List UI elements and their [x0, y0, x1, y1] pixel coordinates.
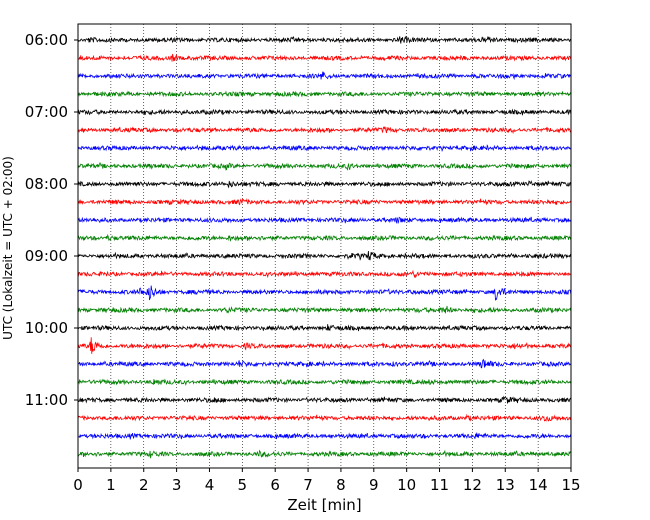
- trace-0845: [77, 233, 572, 242]
- x-tick-label: 2: [139, 476, 149, 494]
- trace-1000: [77, 324, 572, 332]
- trace-0645: [77, 90, 571, 98]
- trace-1015: [77, 337, 572, 354]
- y-tick-label: 10:00: [25, 319, 68, 337]
- trace-0900: [77, 250, 572, 261]
- trace-1145: [77, 449, 572, 459]
- vertical-grid: [110, 24, 539, 468]
- x-tick-label: 0: [73, 476, 83, 494]
- trace-0630: [77, 71, 572, 81]
- x-tick-label: 5: [238, 476, 248, 494]
- x-axis-ticks: 0 1 2 3 4 5 6 7 8 9 10 11 12 13 14 15: [73, 468, 581, 494]
- trace-1115: [77, 413, 572, 422]
- x-tick-label: 4: [205, 476, 215, 494]
- x-tick-label: 13: [496, 476, 515, 494]
- trace-0945: [77, 305, 572, 314]
- x-tick-label: 8: [336, 476, 346, 494]
- x-tick-label: 1: [106, 476, 116, 494]
- y-tick-label: 09:00: [25, 247, 68, 265]
- trace-1045: [77, 378, 572, 386]
- trace-0715: [77, 126, 571, 135]
- trace-1100: [77, 395, 572, 404]
- trace-0815: [77, 198, 572, 206]
- x-tick-label: 9: [369, 476, 379, 494]
- trace-0830: [77, 216, 572, 225]
- x-tick-label: 12: [463, 476, 482, 494]
- x-tick-label: 10: [397, 476, 416, 494]
- y-tick-label: 11:00: [25, 391, 68, 409]
- trace-1030: [77, 358, 572, 369]
- x-tick-label: 3: [172, 476, 182, 494]
- y-tick-label: 06:00: [25, 31, 68, 49]
- x-tick-label: 6: [270, 476, 280, 494]
- seismogram-traces: [77, 35, 572, 459]
- trace-0730: [77, 144, 571, 152]
- x-tick-label: 14: [529, 476, 548, 494]
- trace-0930: [77, 285, 572, 302]
- trace-0600: [77, 35, 572, 44]
- plot-frame: [77, 23, 572, 469]
- trace-0800: [77, 180, 572, 189]
- y-tick-label: 08:00: [25, 175, 68, 193]
- y-axis-label: UTC (Lokalzeit = UTC + 02:00): [1, 156, 15, 340]
- trace-1130: [77, 432, 572, 440]
- y-axis-ticks: 06:00 07:00 08:00 09:00 10:00 11:00: [25, 31, 78, 409]
- trace-0915: [77, 269, 572, 279]
- x-tick-label: 11: [430, 476, 449, 494]
- y-tick-label: 07:00: [25, 103, 68, 121]
- x-tick-label: 15: [561, 476, 580, 494]
- trace-0745: [77, 162, 572, 171]
- trace-0700: [77, 108, 572, 116]
- trace-0615: [77, 53, 572, 62]
- x-tick-label: 7: [303, 476, 313, 494]
- x-axis-label: Zeit [min]: [287, 496, 361, 514]
